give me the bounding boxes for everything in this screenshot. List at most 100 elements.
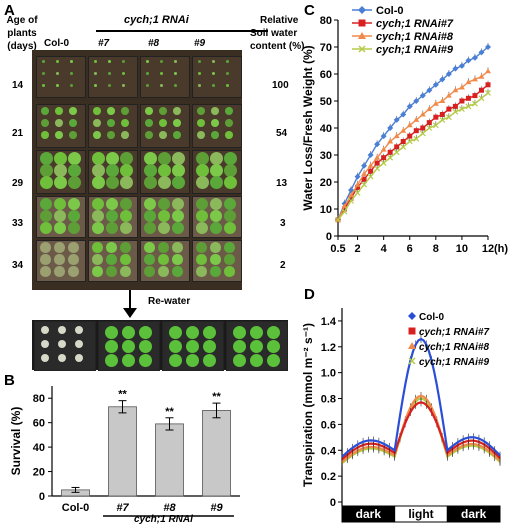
plant-rosette (143, 197, 157, 211)
plant-rosette (67, 209, 81, 223)
data-point (433, 114, 439, 120)
data-point (413, 128, 419, 134)
y-tick-label: 40 (33, 442, 45, 454)
bar (202, 410, 231, 497)
data-point (354, 173, 361, 180)
data-point (361, 170, 368, 176)
plant-photo-tile (140, 104, 190, 148)
legend-label: cych;1 RNAi#7 (376, 18, 454, 30)
plant-rosette (223, 163, 237, 177)
plant-rosette (139, 340, 152, 353)
plant-rosette (41, 119, 49, 127)
plant-rosette (267, 354, 280, 367)
plant-rosette (67, 221, 81, 235)
plant-rosette (144, 254, 155, 265)
plant-rosette (54, 254, 65, 265)
data-point (380, 133, 387, 140)
series-line (341, 397, 501, 465)
plant-rosette (198, 72, 202, 76)
plant-rosette (143, 175, 157, 189)
plant-rosette (224, 266, 235, 277)
legend-label: cych;1 RNAi#8 (376, 31, 454, 43)
x-tick-label: 2 (355, 243, 361, 255)
plant-rosette (58, 340, 66, 348)
legend-label: cych;1 RNAi#9 (376, 44, 454, 56)
plant-rosette (173, 131, 181, 139)
x-tick-label: 6 (407, 243, 413, 255)
data-point (471, 54, 478, 61)
plant-photo-tile (36, 150, 86, 194)
plant-rosette (120, 266, 131, 277)
period-label: light (408, 507, 433, 521)
y-tick-label: 1.0 (321, 368, 336, 380)
plant-rosette (224, 254, 235, 265)
plant-photo-tile (88, 240, 138, 282)
plant-rosette (212, 72, 216, 76)
plant-rosette (171, 163, 185, 177)
plant-rosette (41, 131, 49, 139)
plant-rosette (121, 107, 129, 115)
data-point (335, 216, 341, 223)
plant-rosette (211, 131, 219, 139)
data-point (355, 184, 361, 190)
data-point (400, 143, 407, 150)
plant-rosette (105, 151, 119, 165)
plant-rosette (105, 326, 118, 339)
plant-rosette (92, 242, 103, 253)
legend-marker (358, 32, 366, 39)
plant-rosette (209, 221, 223, 235)
plant-rosette (39, 221, 53, 235)
plant-rosette (40, 242, 51, 253)
plant-rosette (267, 326, 280, 339)
series-line (337, 70, 489, 221)
data-point (439, 112, 445, 117)
row-water-label: 100 (272, 80, 289, 91)
plant-photo-tile (88, 150, 138, 194)
rewater-arrow-icon (129, 290, 131, 312)
plant-photo-tile (88, 56, 138, 98)
plant-rosette (67, 151, 81, 165)
plant-rosette (105, 175, 119, 189)
plant-photo-tile (140, 240, 190, 282)
data-point (407, 133, 413, 139)
rnai-header: cych;1 RNAi (124, 14, 189, 26)
plant-rosette (107, 131, 115, 139)
plant-rosette (157, 175, 171, 189)
plant-rosette (94, 60, 98, 64)
plant-rosette (108, 60, 112, 64)
data-point (458, 62, 465, 69)
plant-rosette (40, 254, 51, 265)
plant-rosette (212, 84, 216, 88)
plant-rosette (54, 242, 65, 253)
y-tick-label: 70 (320, 42, 332, 54)
plant-rosette (209, 209, 223, 223)
data-point (419, 92, 426, 99)
plant-rosette (122, 72, 126, 76)
plant-rosette (195, 221, 209, 235)
plant-rosette (139, 326, 152, 339)
plant-rosette (160, 60, 164, 64)
plant-rosette (144, 266, 155, 277)
data-point (472, 93, 478, 99)
y-tick-label: 60 (320, 69, 332, 81)
rewater-photo-tile (34, 321, 96, 371)
y-tick-label: 0 (39, 491, 45, 503)
plant-rosette (41, 326, 49, 334)
plant-rosette (68, 266, 79, 277)
y-tick-label: 0.4 (321, 445, 337, 457)
plant-rosette (70, 84, 74, 88)
data-point (426, 125, 433, 131)
plant-photo-tile (36, 56, 86, 98)
legend-marker (358, 19, 366, 27)
plant-rosette (106, 266, 117, 277)
data-point (485, 82, 491, 88)
plant-rosette (159, 131, 167, 139)
plant-rosette (158, 254, 169, 265)
plant-rosette (53, 221, 67, 235)
plant-rosette (53, 175, 67, 189)
plant-rosette (174, 60, 178, 64)
legend-marker (408, 357, 416, 365)
plant-rosette (40, 266, 51, 277)
plant-rosette (195, 209, 209, 223)
data-point (413, 98, 420, 104)
